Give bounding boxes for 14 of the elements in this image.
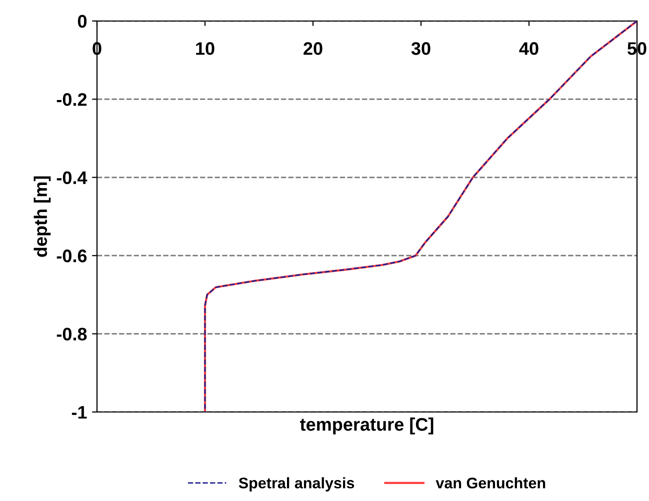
x-axis-title: temperature [C] <box>300 418 434 434</box>
y-tick-label: -0.6 <box>56 250 87 262</box>
legend-label: Spetral analysis <box>238 477 354 492</box>
x-tick-label: 30 <box>411 42 430 55</box>
x-tick-label: 40 <box>519 42 538 55</box>
y-tick-label: -0.8 <box>56 328 87 341</box>
y-tick-label: -0.2 <box>56 93 87 106</box>
x-tick-label: 20 <box>304 42 322 55</box>
y-tick-label: -1 <box>72 406 87 419</box>
legend-label: van Genuchten <box>436 477 546 488</box>
y-axis-title: depth [m] <box>34 176 51 257</box>
y-tick-label: 0 <box>78 14 87 28</box>
y-tick-label: -0.4 <box>56 171 88 184</box>
x-tick-label: 10 <box>196 42 214 55</box>
